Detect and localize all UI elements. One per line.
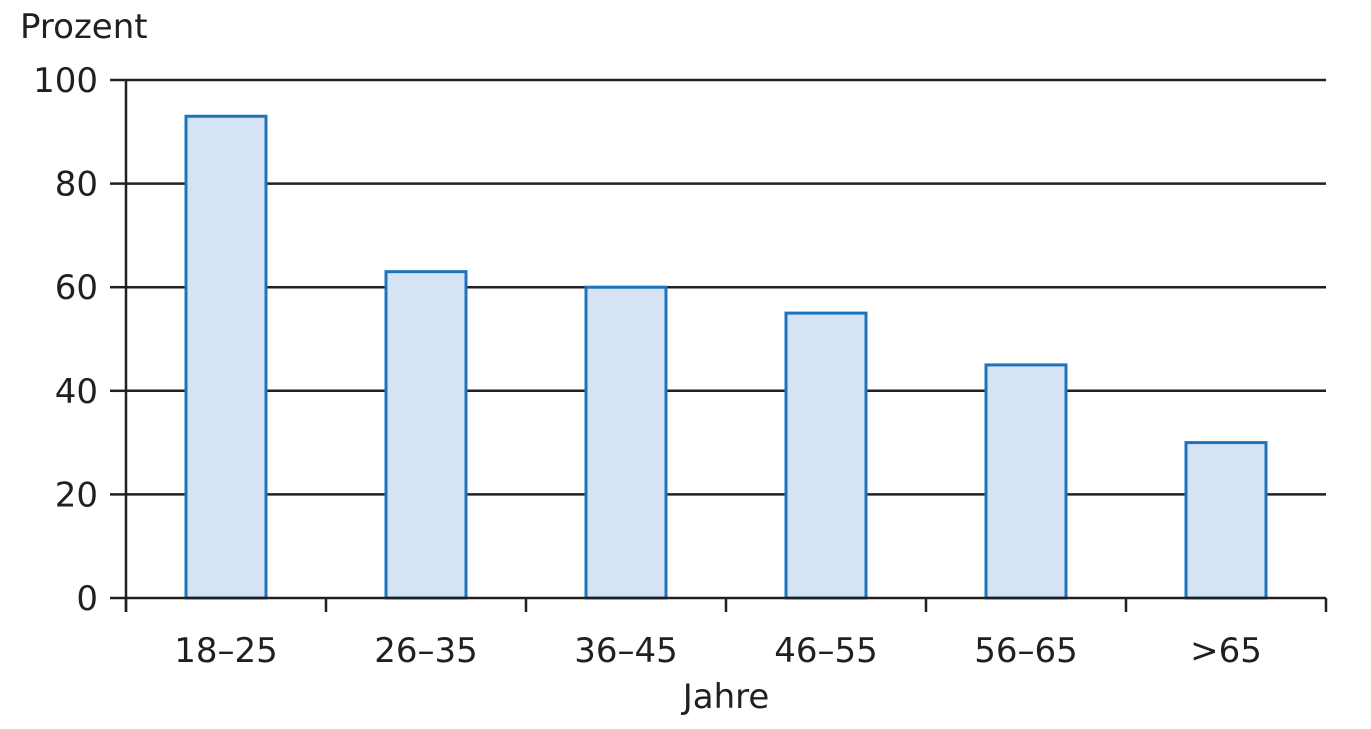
x-tick-label: 36–45 — [574, 631, 678, 671]
bar — [984, 363, 1068, 600]
y-axis-ticks: 0 20 40 60 80 100 — [33, 61, 126, 619]
y-tick-label: 60 — [55, 268, 98, 308]
gridlines — [126, 78, 1326, 496]
bars — [184, 114, 1268, 600]
bar — [184, 114, 268, 600]
bar — [1184, 441, 1268, 600]
bar — [584, 285, 668, 600]
y-tick-label: 40 — [55, 372, 98, 412]
x-axis: 18–25 26–35 36–45 46–55 56–65 >65 — [124, 80, 1328, 671]
x-tick-label: 46–55 — [774, 631, 878, 671]
y-tick-label: 80 — [55, 165, 98, 205]
y-tick-label: 20 — [55, 475, 98, 515]
y-tick-label: 100 — [33, 61, 98, 101]
x-axis-title: Jahre — [681, 677, 770, 717]
x-tick-label: 18–25 — [174, 631, 278, 671]
x-tick-label: >65 — [1190, 631, 1262, 671]
x-tick-label: 26–35 — [374, 631, 478, 671]
x-tick-label: 56–65 — [974, 631, 1078, 671]
y-tick-label: 0 — [76, 579, 98, 619]
bar — [384, 270, 468, 600]
bar — [784, 311, 868, 600]
y-axis-title: Prozent — [20, 7, 148, 47]
